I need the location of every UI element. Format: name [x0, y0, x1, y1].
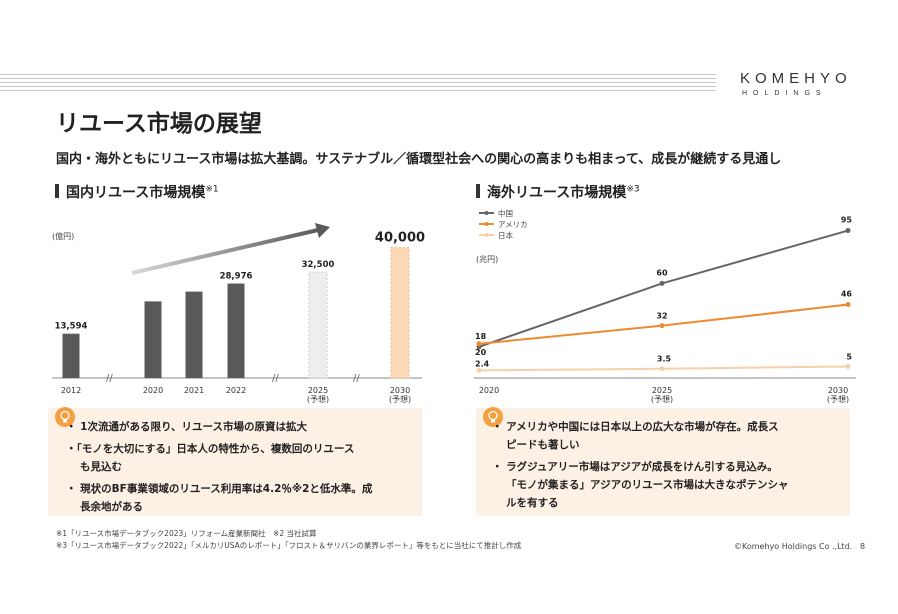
point-value-label: 18	[475, 332, 487, 341]
point-value-label: 20	[475, 348, 487, 357]
data-point	[845, 302, 851, 308]
series-line-0	[478, 229, 849, 348]
point-value-label: 95	[841, 216, 853, 225]
x-tick-label: 2025 (予想)	[651, 386, 673, 404]
point-value-label: 46	[841, 290, 853, 299]
left-info-box	[48, 407, 422, 516]
x-tick-label: 2020	[143, 386, 163, 395]
legend-marker	[484, 211, 489, 215]
x-tick-label: 2030 (予想)	[389, 386, 411, 404]
bar-value-label: 13,594	[55, 322, 88, 332]
x-tick-label: 2025 (予想)	[307, 386, 329, 404]
section-marker	[55, 184, 59, 198]
legend-label: 日本	[498, 230, 513, 240]
data-point	[845, 363, 851, 369]
footnote: ※1「リユース市場データブック2023」リフォーム産業新聞社 ※2 当社試算	[56, 529, 317, 538]
data-point	[845, 228, 851, 234]
legend-marker	[484, 222, 489, 226]
right-bullet: ・ ラグジュアリー市場はアジアが成長をけん引する見込み。	[492, 461, 778, 473]
bar-2021	[185, 291, 203, 378]
right-section-title: 海外リユース市場規模※3	[487, 182, 640, 202]
x-tick-label: 2020	[479, 386, 499, 395]
point-value-label: 3.5	[657, 355, 672, 364]
right-section-note: ※3	[626, 184, 640, 195]
data-point	[476, 367, 482, 373]
header-rule	[0, 78, 716, 79]
bar-2030	[390, 247, 410, 379]
left-bullet: 長余地がある	[80, 501, 143, 513]
x-tick-label: 2021	[184, 386, 204, 395]
point-value-label: 2.4	[475, 359, 490, 368]
header-rule	[0, 74, 716, 75]
left-section-title: 国内リユース市場規模※1	[66, 182, 219, 202]
right-bullet: ルを有する	[506, 497, 559, 509]
left-bullet: ・ 1次流通がある限り、リユース市場の原資は拡大	[66, 421, 308, 433]
page-number: 8	[860, 542, 866, 551]
right-info-box	[476, 407, 850, 516]
data-point	[659, 280, 665, 286]
bar-2012	[62, 333, 80, 378]
right-bullet: ピードも著しい	[506, 439, 580, 451]
point-value-label: 5	[846, 352, 852, 361]
legend-label: 中国	[498, 208, 513, 218]
footnote: ※3「リユース市場データブック2022」「メルカリUSAのレポート」「フロスト＆…	[56, 541, 522, 550]
data-point	[476, 341, 482, 347]
bar-value-label: 40,000	[375, 231, 425, 246]
data-point	[659, 366, 665, 372]
right-bullet: ・ アメリカや中国には日本以上の広大な市場が存在。成長ス	[492, 421, 779, 433]
x-tick-label: 2012	[61, 386, 81, 395]
point-value-label: 60	[656, 268, 668, 277]
growth-arrow	[131, 228, 319, 275]
header-rule	[0, 90, 716, 91]
left-bullet: も見込む	[80, 461, 122, 473]
point-value-label: 32	[656, 312, 667, 321]
bar-2020	[144, 301, 162, 378]
bar-2022	[227, 283, 245, 378]
legend-marker	[484, 233, 489, 237]
bar-value-label: 32,500	[302, 260, 335, 270]
right-section-heading: 海外リユース市場規模	[487, 185, 627, 201]
x-tick-label: 2030 (予想)	[827, 386, 849, 404]
header-rule	[0, 82, 716, 83]
bar-value-label: 28,976	[220, 272, 253, 282]
section-marker	[476, 184, 480, 198]
header-rule	[0, 86, 716, 87]
page-subtitle: 国内・海外ともにリユース市場は拡大基調。サステナブル／循環型社会への関心の高まり…	[56, 152, 782, 167]
axis-break: //	[106, 373, 113, 384]
lightbulb-icon	[55, 407, 75, 427]
left-bullet: ・「モノを大切にする」日本人の特性から、複数回のリユース	[66, 443, 355, 455]
bar-2025	[308, 271, 328, 379]
page-title: リユース市場の展望	[56, 111, 262, 137]
axis-break: //	[272, 373, 279, 384]
logo-subtext: HOLDINGS	[742, 90, 827, 97]
left-section-heading: 国内リユース市場規模	[66, 185, 206, 201]
axis-break: //	[353, 373, 360, 384]
data-point	[659, 323, 665, 329]
left-chart-unit: (億円)	[52, 232, 75, 241]
right-bullet: 「モノが集まる」アジアのリユース市場は大きなポテンシャ	[506, 479, 789, 491]
copyright: ©Komehyo Holdings Co .,Ltd.	[734, 542, 853, 551]
logo-text: KOMEHYO	[740, 70, 852, 87]
x-tick-label: 2022	[226, 386, 246, 395]
left-bullet: ・ 現状のBF事業領域のリユース利用率は4.2％※2と低水準。成	[66, 483, 373, 495]
growth-arrowhead	[315, 223, 330, 238]
lightbulb-icon	[483, 407, 503, 427]
right-chart-unit: (兆円)	[476, 255, 499, 264]
left-section-note: ※1	[205, 184, 219, 195]
legend-label: アメリカ	[498, 220, 528, 229]
